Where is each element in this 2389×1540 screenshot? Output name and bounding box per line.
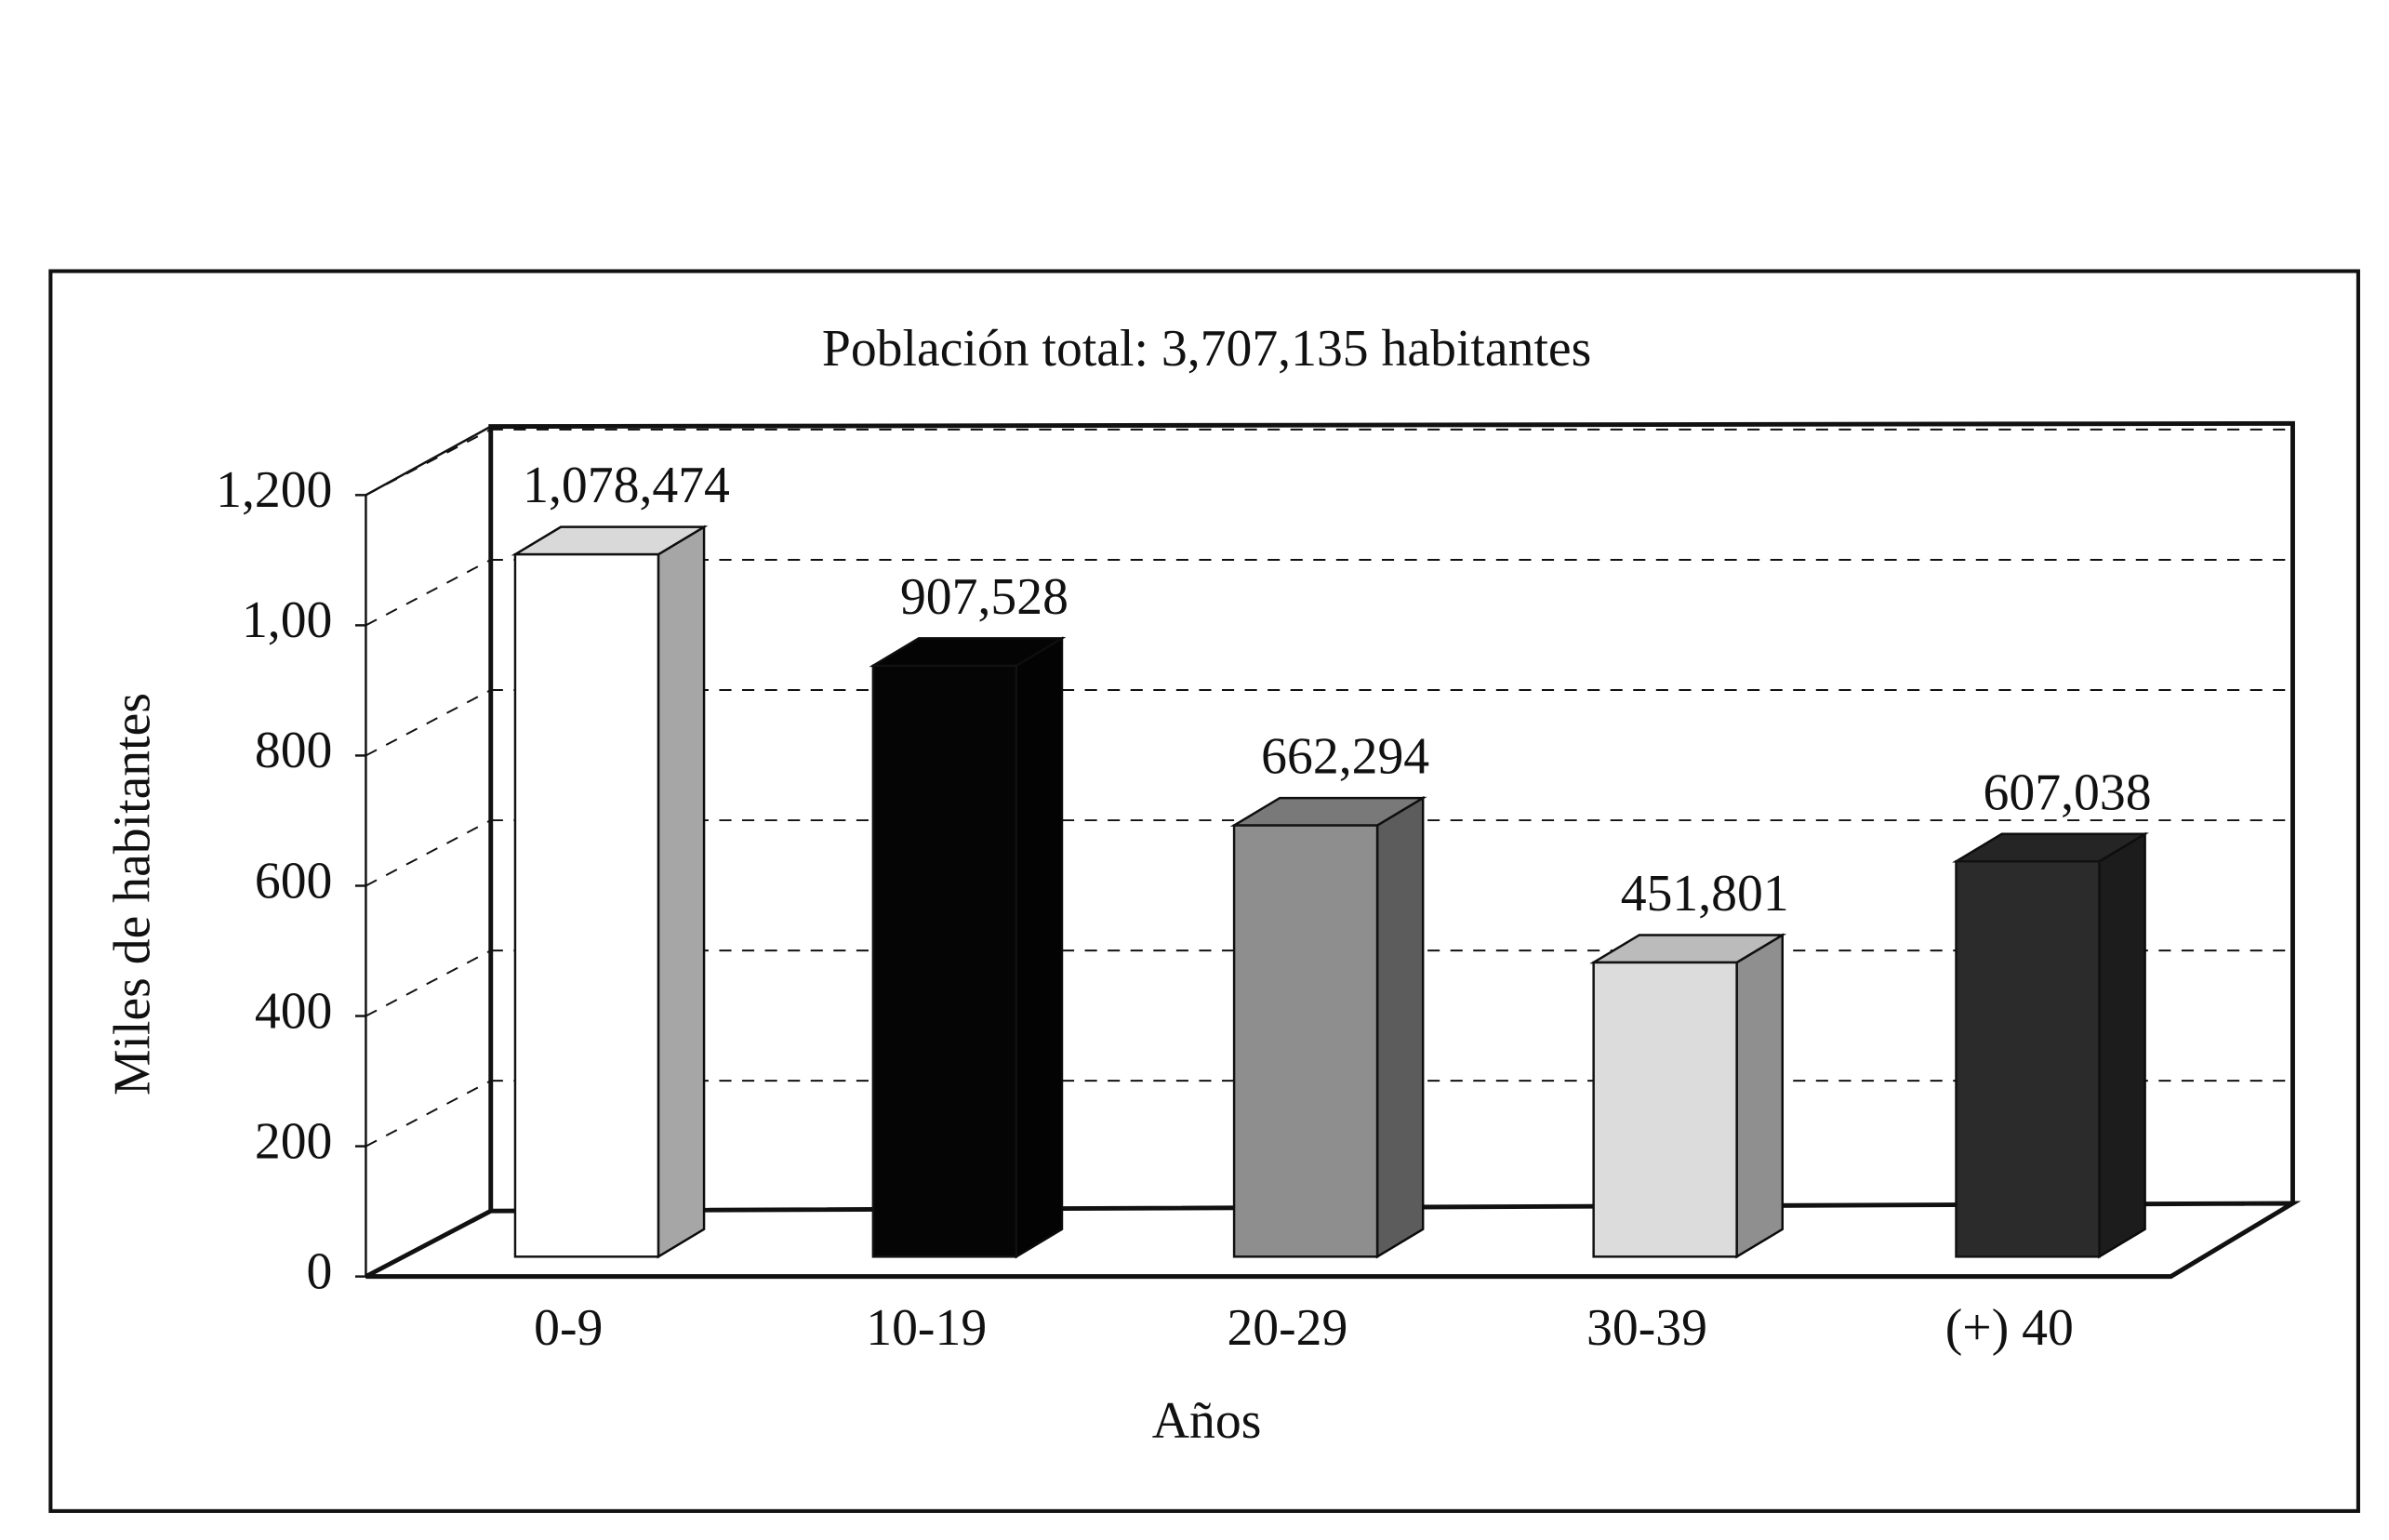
grid-line [365, 429, 492, 497]
grid-line [365, 559, 492, 627]
chart-title: Población total: 3,707,135 habitantes [822, 320, 1591, 378]
x-tick-label: 20-29 [1227, 1299, 1347, 1357]
x-tick-label: 30-39 [1586, 1299, 1707, 1357]
grid-line [365, 819, 492, 887]
bar [871, 664, 1018, 1258]
bar [1232, 824, 1379, 1258]
value-label: 1,078,474 [523, 457, 730, 514]
chart-frame [48, 269, 2360, 1513]
y-tick-label: 1,200 [216, 461, 332, 519]
bar-side [657, 524, 706, 1259]
x-axis-title: Años [1152, 1392, 1262, 1450]
y-tick-label: 800 [255, 722, 333, 779]
grid-line [365, 949, 492, 1017]
grid-line [365, 1080, 492, 1148]
x-tick-label: 10-19 [866, 1299, 987, 1357]
bar-side [1015, 636, 1064, 1259]
x-tick-label: 0-9 [534, 1299, 603, 1357]
x-tick-label: (+) 40 [1945, 1299, 2074, 1357]
bar-side [1735, 933, 1784, 1259]
y-axis-title: Miles de habitantes [104, 693, 162, 1095]
grid-line [365, 689, 492, 757]
bar [1592, 961, 1738, 1258]
side-wall-edge [365, 425, 492, 497]
bar [1955, 860, 2101, 1258]
back-wall [488, 420, 2295, 1212]
y-tick-label: 200 [255, 1112, 333, 1170]
y-tick-label: 600 [255, 852, 333, 909]
value-label: 907,528 [900, 568, 1068, 626]
y-tick-label: 1,00 [242, 591, 332, 649]
value-label: 607,038 [1984, 763, 2152, 821]
y-tick-label: 400 [255, 982, 333, 1040]
value-label: 662,294 [1261, 728, 1429, 786]
y-tick-label: 0 [307, 1242, 333, 1300]
value-label: 451,801 [1621, 865, 1789, 923]
bar-side [2098, 831, 2146, 1259]
bar [513, 552, 660, 1258]
bar-side [1375, 795, 1425, 1259]
